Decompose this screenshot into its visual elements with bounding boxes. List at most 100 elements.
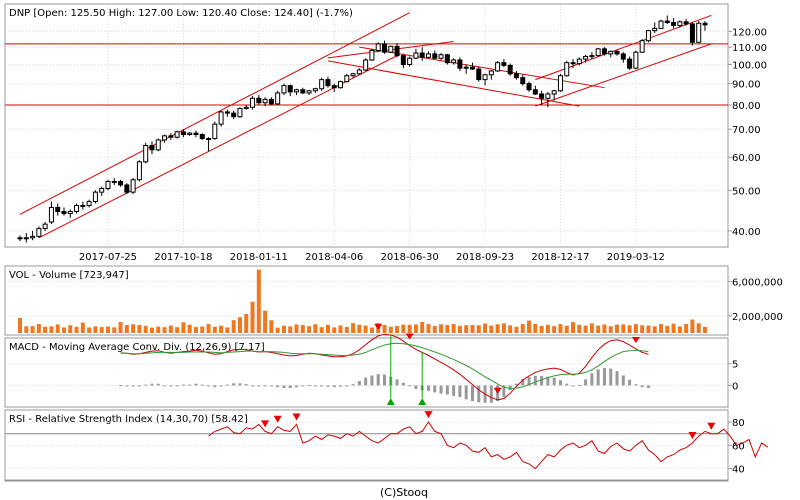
volume-bars [18, 269, 707, 333]
macd-histogram-bar [181, 384, 185, 386]
candle-body [608, 50, 614, 55]
rsi-signal-marker [292, 413, 301, 421]
macd-histogram-bar [521, 378, 525, 386]
volume-bar [61, 327, 66, 333]
macd-histogram-bar [313, 385, 317, 387]
price-panel-frame [4, 3, 729, 248]
volume-bar [131, 324, 136, 333]
macd-histogram-bar [169, 385, 173, 387]
candle-body [551, 90, 557, 95]
price-y-tick-label: 60.00 [732, 153, 761, 164]
volume-bar [68, 325, 73, 333]
candle-body [92, 191, 98, 203]
candle-body [67, 210, 73, 215]
volume-bar [470, 324, 475, 333]
candle-body [557, 75, 563, 92]
candle-body [350, 73, 356, 77]
price-x-ticks: 2017-07-25 2017-10-18 2018-01-11 2018-04-06… [79, 252, 665, 263]
candle-body [671, 22, 677, 26]
candle-body [425, 53, 431, 58]
rsi-y-tick-label: 80 [732, 418, 745, 429]
macd-histogram-bar [194, 383, 198, 386]
macd-panel: MACD - Moving Average Conv. Div. (12,26,… [4, 323, 738, 408]
macd-histogram-bar [150, 383, 154, 386]
volume-bar [281, 325, 286, 333]
candle-body [664, 20, 670, 24]
macd-signals [374, 323, 640, 405]
macd-sell-signal-marker [493, 387, 502, 394]
macd-sell-signal-marker [405, 333, 414, 340]
candle-body [677, 21, 683, 26]
volume-bar [105, 326, 110, 333]
candle-body [388, 45, 394, 53]
macd-histogram-bar [219, 385, 223, 387]
macd-histogram-bar [263, 385, 267, 387]
candle-body [155, 139, 161, 151]
candle-body [476, 68, 482, 81]
macd-histogram-bar [251, 385, 255, 387]
volume-bar [589, 323, 594, 333]
rsi-panel: RSI - Relative Strength Index (14,30,70)… [4, 409, 769, 482]
candle-body [187, 132, 193, 136]
macd-histogram-bar [628, 379, 632, 386]
volume-bar [124, 325, 129, 333]
macd-histogram-bar [232, 383, 236, 386]
volume-bar [231, 320, 236, 333]
volume-panel: VOL - Volume [723,947] 2,000,000 6,000,00… [4, 265, 783, 336]
price-x-tick-label: 2017-10-18 [154, 252, 212, 263]
candle-body [243, 106, 249, 109]
volume-bar [464, 325, 469, 333]
volume-bar [413, 324, 418, 333]
macd-histogram [119, 368, 650, 403]
macd-histogram-bar [131, 385, 135, 387]
volume-bar [87, 327, 92, 333]
volume-y-tick-label: 2,000,000 [732, 312, 783, 323]
candle-body [501, 62, 507, 66]
macd-histogram-bar [339, 385, 343, 387]
candle-body [143, 145, 149, 163]
candle-body [268, 98, 274, 105]
candle-body [702, 22, 708, 26]
price-trend-line [38, 55, 398, 239]
volume-bar [275, 327, 280, 333]
macd-panel-frame [4, 337, 729, 408]
macd-panel-title: MACD - Moving Average Conv. Div. (12,26,… [9, 342, 265, 353]
candle-body [306, 90, 312, 94]
macd-histogram-bar [370, 375, 374, 386]
macd-histogram-bar [269, 385, 273, 387]
volume-bar [219, 325, 224, 333]
volume-bar [55, 324, 60, 333]
macd-histogram-bar [596, 369, 600, 386]
candle-body [338, 81, 344, 89]
volume-bar [564, 325, 569, 333]
volume-bar [539, 325, 544, 333]
candle-body [237, 107, 243, 118]
macd-histogram-bar [533, 375, 537, 386]
volume-y-ticks: 2,000,000 6,000,000 [728, 278, 783, 323]
candle-body [583, 55, 589, 60]
price-x-tick-label: 2017-07-25 [79, 252, 137, 263]
macd-histogram-bar [395, 379, 399, 386]
macd-histogram-bar [357, 381, 361, 386]
macd-line [120, 333, 649, 401]
candle-body [369, 50, 375, 61]
volume-bar [156, 326, 161, 333]
volume-bar [646, 325, 651, 333]
macd-histogram-bar [414, 385, 418, 389]
candle-body [413, 52, 419, 59]
macd-histogram-bar [477, 385, 481, 403]
volume-bar [256, 269, 261, 333]
candle-body [174, 131, 180, 138]
macd-histogram-bar [527, 376, 531, 386]
macd-histogram-bar [577, 385, 581, 387]
candle-body [363, 59, 369, 71]
candle-body [74, 204, 80, 212]
volume-bar [577, 324, 582, 333]
macd-histogram-bar [288, 385, 292, 389]
volume-bar [36, 324, 41, 333]
price-trend-channels [19, 12, 712, 239]
macd-histogram-bar [345, 385, 349, 387]
candle-body [633, 51, 639, 69]
volume-bar [665, 325, 670, 333]
macd-histogram-bar [464, 385, 468, 400]
